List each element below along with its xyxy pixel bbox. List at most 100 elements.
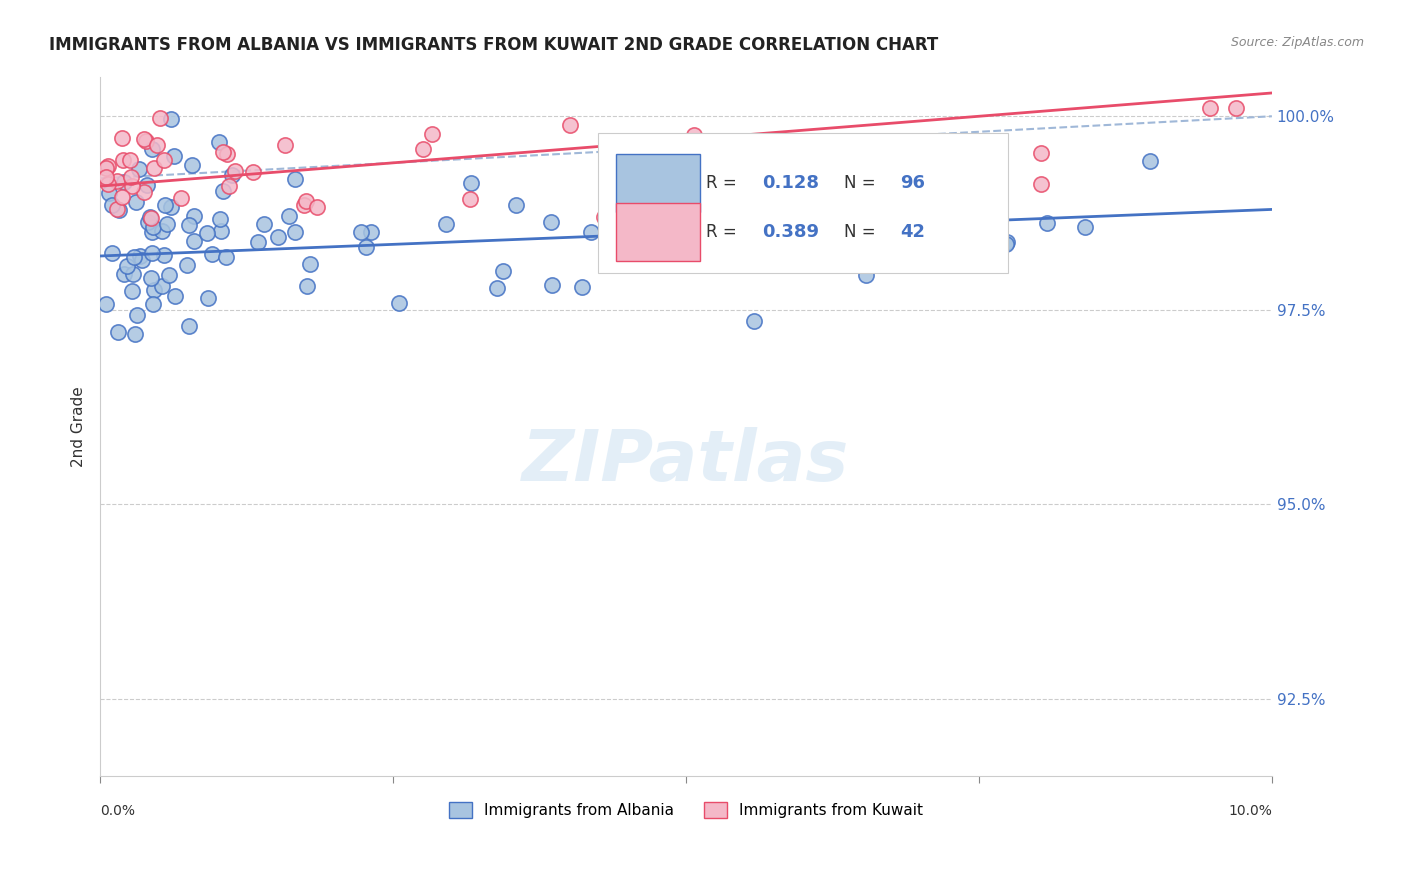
Point: [135, 134, 157, 148]
Point: [143, 284, 166, 298]
Text: 42: 42: [900, 223, 925, 241]
Point: [218, 179, 240, 194]
Point: [307, 200, 329, 214]
Point: [136, 215, 159, 229]
Text: 96: 96: [900, 174, 925, 192]
Text: N =: N =: [844, 174, 882, 192]
Point: [224, 164, 246, 178]
Point: [755, 236, 778, 251]
Point: [434, 217, 457, 231]
Point: [142, 161, 165, 176]
Point: [98, 186, 121, 201]
Point: [388, 296, 411, 310]
Point: [868, 207, 890, 221]
Point: [157, 268, 180, 282]
Point: [540, 214, 562, 228]
Point: [1199, 102, 1222, 116]
Point: [792, 205, 814, 219]
Point: [486, 281, 509, 295]
Point: [118, 153, 141, 168]
Point: [146, 137, 169, 152]
Point: [284, 225, 307, 239]
Point: [360, 225, 382, 239]
Point: [111, 153, 134, 167]
Text: ZIPatlas: ZIPatlas: [522, 427, 849, 496]
Point: [141, 211, 163, 226]
Point: [921, 253, 943, 268]
Point: [111, 130, 134, 145]
Point: [121, 268, 143, 282]
FancyBboxPatch shape: [598, 133, 1008, 273]
Text: 0.389: 0.389: [762, 223, 820, 241]
Point: [284, 172, 307, 186]
Point: [855, 219, 877, 234]
Point: [571, 279, 593, 293]
Point: [100, 246, 122, 260]
Point: [149, 111, 172, 125]
Point: [97, 177, 120, 191]
Point: [135, 178, 157, 193]
Point: [350, 225, 373, 239]
Point: [277, 210, 299, 224]
Point: [176, 258, 198, 272]
Point: [97, 160, 120, 174]
Point: [420, 127, 443, 141]
Point: [121, 179, 143, 194]
Text: 0.0%: 0.0%: [100, 804, 135, 818]
Point: [112, 175, 135, 189]
Point: [156, 217, 179, 231]
Point: [112, 268, 135, 282]
Point: [177, 218, 200, 232]
Point: [1073, 219, 1095, 234]
Text: IMMIGRANTS FROM ALBANIA VS IMMIGRANTS FROM KUWAIT 2ND GRADE CORRELATION CHART: IMMIGRANTS FROM ALBANIA VS IMMIGRANTS FR…: [49, 36, 938, 54]
Point: [209, 212, 232, 227]
Point: [855, 268, 877, 282]
Text: R =: R =: [706, 174, 742, 192]
Point: [664, 143, 686, 157]
Point: [160, 200, 183, 214]
Point: [208, 135, 231, 149]
Point: [155, 198, 177, 212]
Point: [211, 184, 233, 198]
Point: [111, 189, 134, 203]
Text: R =: R =: [706, 223, 742, 241]
Point: [183, 209, 205, 223]
FancyBboxPatch shape: [616, 203, 700, 260]
Point: [1139, 154, 1161, 169]
Text: N =: N =: [844, 223, 882, 241]
Point: [141, 245, 163, 260]
Point: [177, 319, 200, 334]
Point: [266, 230, 288, 244]
Point: [163, 148, 186, 162]
Point: [212, 145, 235, 159]
Point: [295, 278, 318, 293]
Point: [142, 297, 165, 311]
Point: [94, 169, 117, 184]
Point: [725, 156, 748, 170]
Point: [128, 162, 150, 177]
Point: [180, 158, 202, 172]
Point: [762, 244, 785, 259]
Point: [134, 132, 156, 146]
Point: [541, 277, 564, 292]
Point: [834, 200, 856, 214]
Point: [884, 250, 907, 264]
Point: [492, 264, 515, 278]
FancyBboxPatch shape: [616, 154, 700, 211]
Point: [505, 198, 527, 212]
Point: [183, 234, 205, 248]
Point: [1029, 178, 1052, 192]
Point: [141, 225, 163, 239]
Point: [108, 203, 131, 218]
Point: [274, 137, 297, 152]
Point: [139, 271, 162, 285]
Point: [94, 297, 117, 311]
Point: [763, 233, 786, 247]
Point: [141, 142, 163, 156]
Point: [292, 198, 315, 212]
Point: [253, 217, 276, 231]
Point: [124, 327, 146, 342]
Point: [242, 165, 264, 179]
Point: [125, 308, 148, 322]
Point: [153, 248, 176, 262]
